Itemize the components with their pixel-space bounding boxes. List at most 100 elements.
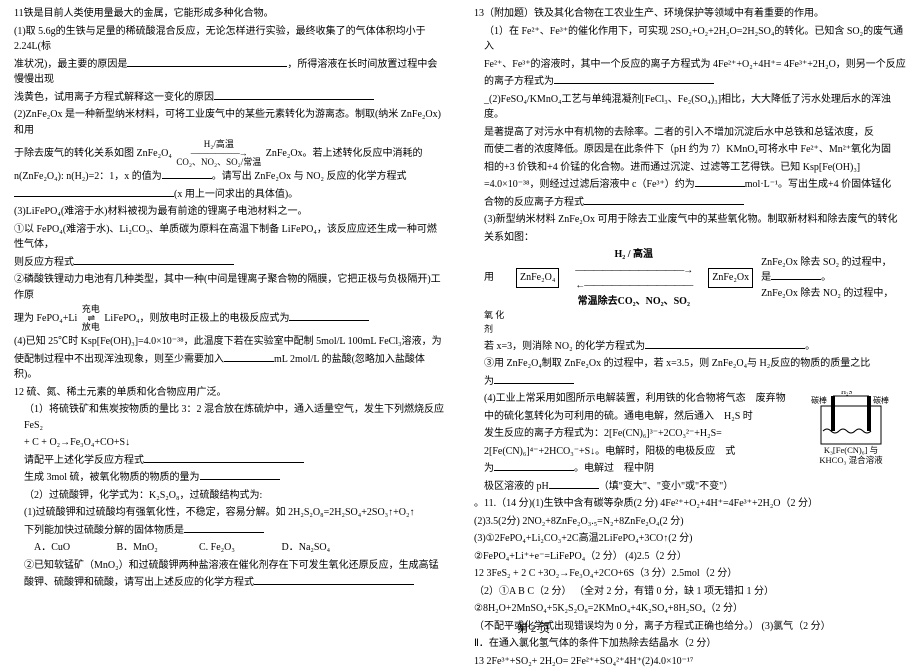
q13-3d: ③用 ZnFe₂O₄制取 ZnFe₂Ox 的过程中，若 x=3.5，则 ZnFe… <box>474 356 906 372</box>
text: 的离子方程式为 <box>484 76 554 87</box>
q12-1d: 生成 3mol 硫，被氧化物质的物质的量为 <box>14 470 446 486</box>
ans-6: （2）①A B C（2 分） （全对 2 分，有错 0 分，缺 1 项无错扣 1… <box>474 584 906 600</box>
reaction-arrow: H₂/高温 ――――――→ CO₂、NO₂、SO₂/常温 <box>176 140 261 167</box>
left-column: 11铁是目前人类使用量最大的金属，它能形成多种化合物。 (1)取 5.6g的生铁… <box>0 0 460 638</box>
text: 则反应方程式 <box>14 257 74 268</box>
blank <box>214 90 374 100</box>
text: mol·L⁻¹。写出生成+4 价固体锰化 <box>745 179 891 190</box>
opt-c: C. Fe₂O₃ <box>199 540 279 556</box>
text: 。请写出 ZnFe₂Ox 与 NO₂ 反应的化学方程式 <box>212 171 407 182</box>
q11-3-1b: 则反应方程式 <box>14 255 446 271</box>
blank <box>645 339 805 349</box>
blank <box>494 374 574 384</box>
text: 是 <box>761 272 771 283</box>
worksheet-page: 11铁是目前人类使用量最大的金属，它能形成多种化合物。 (1)取 5.6g的生铁… <box>0 0 920 638</box>
opt-a: A．CuO <box>34 540 114 556</box>
ans-9: Ⅱ．在通入氯化氢气体的条件下加热除去结晶水（2 分） <box>474 636 906 652</box>
conversion-diagram: 用 ZnFe₂O₄ H₂ / 高温 ――――――――――――→ ←―――――――… <box>474 247 906 337</box>
q11-2c: n(ZnFe₂O₄): n(H₂)=2：1，x 的值为 。请写出 ZnFe₂Ox … <box>14 169 446 185</box>
text: (x 用上一问求出的具体值)。 <box>174 189 298 200</box>
q13-3e: 为 <box>474 374 906 390</box>
text: 2[Fe(CN)₆]⁴⁻+2HCO₃⁻+S↓。电解时，阳极的电极反应 <box>484 446 715 457</box>
text: 极区溶液的 pH <box>484 481 549 492</box>
blank <box>162 169 212 179</box>
q13-1c: 的离子方程式为 <box>474 74 906 90</box>
opt-b: B．MnO₂ <box>117 540 197 556</box>
text: 。 <box>805 341 815 352</box>
equilibrium-arrow: 充电 ⇌ 放电 <box>82 305 100 332</box>
text: ZnFe₂Ox 除去 SO₂ 的过程中， <box>761 257 892 268</box>
text: 浅黄色，试用离子方程式解释这一变化的原因 <box>14 92 214 103</box>
blank <box>144 453 304 463</box>
blank <box>584 195 744 205</box>
text: 请配平上述化学反应方程式 <box>24 455 144 466</box>
q11-intro: 11铁是目前人类使用量最大的金属，它能形成多种化合物。 <box>14 6 446 22</box>
ans-3: (3)①2FePO₄+Li₂CO₃+2C高温2LiFePO₄+3CO↑(2 分) <box>474 531 906 547</box>
text: (4)工业上常采用如图所示电解装置，利用铁的化合物将气态 <box>484 393 746 404</box>
q11-1c: 浅黄色，试用离子方程式解释这一变化的原因 <box>14 90 446 106</box>
diag-label-yong: 用 <box>484 270 514 286</box>
blank <box>14 187 174 197</box>
q13-2e: =4.0×10⁻³⁸，则经过过滤后溶液中 c（Fe³⁺）约为 mol·L⁻¹。写出… <box>474 177 906 193</box>
text: n(ZnFe₂O₄): n(H₂)=2：1，x 的值为 <box>14 171 162 182</box>
text: 若 x=3，则消除 NO₂ 的化学方程式为 <box>484 341 645 352</box>
text: 。 <box>821 272 831 283</box>
q11-1b: 准状况)，最主要的原因是，所得溶液在长时间放置过程中会慢慢出现 <box>14 57 446 88</box>
q12-intro: 12 硫、氮、稀土元素的单质和化合物应用广泛。 <box>14 385 446 401</box>
q12-1b: + C + O₂→Fe₃O₄+CO+S↓ <box>14 435 446 451</box>
q12-1c: 请配平上述化学反应方程式 <box>14 453 446 469</box>
diag-box-right: ZnFe₂Ox <box>708 268 753 288</box>
cell-caption2: KHCO₃ 混合溶液 <box>796 456 906 465</box>
text: ZnFe₂Ox。若上述转化反应中消耗的 <box>266 148 423 159</box>
blank <box>74 255 234 265</box>
q12-2c: 下列能加快过硫酸分解的固体物质是 <box>14 523 446 539</box>
q13-2c: 而使二者的浓度降低。原因是在此条件下（pH 约为 7）KMnO₄可将水中 Fe²… <box>474 142 906 158</box>
ans-7: ②8H₂O+2MnSO₄+5K₂S₂O₈=2KMnO₄+4K₂SO₄+8H₂SO… <box>474 601 906 617</box>
blank <box>200 470 280 480</box>
text: 使配制过程中不出现浑浊现象，则至少需要加入 <box>14 354 224 365</box>
q13-4-block: 碳棒 碳棒 H₂S K₃[Fe(CN)₆] 与 KHCO₃ 混合溶液 (4)工业… <box>474 391 906 496</box>
q11-2d: (x 用上一问求出的具体值)。 <box>14 187 446 203</box>
diag-arrow-left: ←―――――――――――― <box>561 278 706 294</box>
q12-options: A．CuO B．MnO₂ C. Fe₂O₃ D．Na₂SO₄ <box>14 540 446 556</box>
diag-arrow-right: ――――――――――――→ <box>561 263 706 279</box>
ans-1: 。11.（14 分)(1)生铁中含有碳等杂质(2 分) 4Fe²⁺+O₂+4H⁺… <box>474 496 906 512</box>
blank <box>771 270 821 280</box>
side: H₂S 时 <box>724 411 753 422</box>
ans-5: 12 3FeS₂ + 2 C +3O₂→Fe₃O₄+2CO+6S（3 分）2.5… <box>474 566 906 582</box>
text: LiFePO₄，则放电时正极上的电极反应式为 <box>104 313 289 324</box>
diag-box-left: ZnFe₂O₄ <box>516 268 559 288</box>
q13-3a: (3)新型纳米材料 ZnFe₂Ox 可用于除去工业废气中的某些氧化物。制取新材料… <box>474 212 906 228</box>
page-footer: 第 2 页 <box>517 620 550 636</box>
cell-r-label: 碳棒 <box>873 395 889 405</box>
ans-4: ②FePO₄+Li⁺+e⁻=LiFePO₄（2 分） (4)2.5（2 分） <box>474 549 906 565</box>
q12-2a: （2）过硫酸钾，化学式为：K₂S₂O₈，过硫酸结构式为: <box>14 488 446 504</box>
ans-2: (2)3.5(2分) 2NO₂+8ZnFe₂O₃.₅=N₂+8ZnFe₂O₄(2… <box>474 514 906 530</box>
q12-2e: 酸钾、硫酸钾和硫酸，请写出上述反应的化学方程式 <box>14 575 446 591</box>
text: 。电解过 <box>574 463 614 474</box>
q11-2a: (2)ZnFe₂Ox 是一种新型纳米材料，可将工业废气中的某些元素转化为游离态。… <box>14 107 446 138</box>
q13-2a: _(2)FeSO₄/KMnO₄工艺与单纯混凝剂[FeCl₃、Fe₂(SO₄)₃]… <box>474 92 906 123</box>
q11-2b: 于除去废气的转化关系如图 ZnFe₂O₄ H₂/高温 ――――――→ CO₂、N… <box>14 140 446 167</box>
text: 中的硫化氢转化为可利用的硫。通电电解，然后通入 <box>484 411 714 422</box>
q13-intro: 13（附加题）铁及其化合物在工农业生产、环境保护等领域中有着重要的作用。 <box>474 6 906 22</box>
text: =4.0×10⁻³⁸，则经过过滤后溶液中 c（Fe³⁺）约为 <box>484 179 695 190</box>
q12-2d: ②已知软锰矿（MnO₂）和过硫酸钾两种盐溶液在催化剂存在下可发生氧化还原反应，生… <box>14 558 446 574</box>
blank <box>224 352 274 362</box>
blank <box>184 523 264 533</box>
q11-3-1a: ①以 FePO₄(难溶于水)、Li₂CO₃、单质碳为原料在高温下制备 LiFeP… <box>14 222 446 253</box>
q13-4f: 极区溶液的 pH（填"变大"、"变小"或"不变"） <box>484 479 906 495</box>
side: 废弃物 <box>756 393 786 404</box>
q12-1a: （1）将硫铁矿和焦炭按物质的量比 3：2 混合放在炼硫炉中，通入适量空气，发生下… <box>14 402 446 433</box>
text: 生成 3mol 硫，被氧化物质的物质的量为 <box>24 472 200 483</box>
diag-label-yang: 氧 化 剂 <box>484 309 514 337</box>
ans-10: 13 2Fe³⁺+SO₂+ 2H₂O= 2Fe²⁺+SO₄²⁺4H⁺(2)4.0… <box>474 654 906 669</box>
text: ZnFe₂Ox 除去 NO₂ 的过程中， <box>761 288 893 299</box>
text: 于除去废气的转化关系如图 ZnFe₂O₄ <box>14 148 172 159</box>
q13-1b: Fe²⁺、Fe³⁺的溶液时，其中一个反应的离子方程式为 4Fe²⁺+O₂+4H⁺… <box>474 57 906 73</box>
q11-4a: (4)已知 25℃时 Ksp[Fe(OH)₃]=4.0×10⁻³⁸，此温度下若在… <box>14 334 446 350</box>
blank <box>494 461 574 471</box>
right-column: 13（附加题）铁及其化合物在工农业生产、环境保护等领域中有着重要的作用。 （1）… <box>460 0 920 638</box>
text: 合物的反应离子方程式 <box>484 197 584 208</box>
diag-bot-text: 常温除去CO₂、NO₂、SO₂ <box>561 294 706 310</box>
